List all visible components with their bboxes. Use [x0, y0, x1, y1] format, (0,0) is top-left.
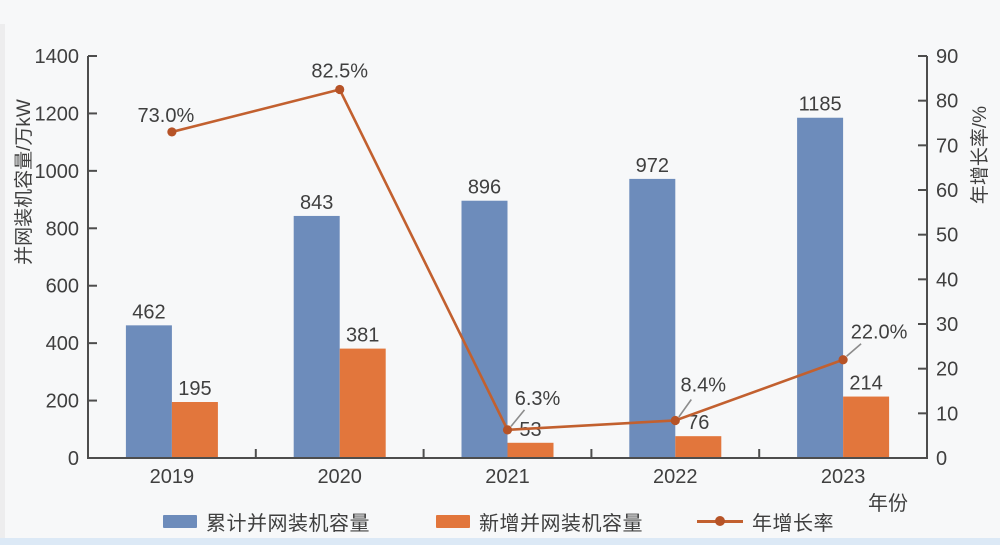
- bar-value-label: 381: [346, 325, 379, 347]
- bar-cumulative-2021: [461, 200, 508, 458]
- legend-item-growth: 年增长率: [697, 507, 834, 536]
- x-tick-label-2023: 2023: [821, 466, 866, 488]
- growth-point-2019: [167, 127, 177, 137]
- percent-label: 8.4%: [681, 374, 727, 396]
- new-capacity-swatch-icon: [436, 514, 470, 528]
- right-tick-label: 90: [936, 46, 958, 68]
- right-tick-label: 40: [936, 269, 958, 291]
- bar-value-label: 896: [468, 177, 501, 199]
- left-axis-title: 并网装机容量/万kW: [13, 99, 35, 265]
- bar-value-label: 1185: [799, 94, 842, 116]
- percent-leader-line: [678, 399, 692, 418]
- left-tick-label: 1200: [35, 103, 80, 125]
- bar-value-label: 462: [132, 301, 165, 323]
- bar-new-2022: [675, 436, 722, 458]
- legend-item-new: 新增并网装机容量: [436, 507, 643, 536]
- right-tick-label: 70: [936, 135, 958, 157]
- bar-cumulative-2019: [125, 325, 172, 458]
- bar-value-label: 195: [178, 378, 211, 400]
- percent-label: 82.5%: [311, 61, 368, 83]
- legend-label-cumulative: 累计并网装机容量: [206, 512, 370, 535]
- growth-point-2020: [335, 84, 345, 95]
- page-left-edge: [0, 24, 5, 545]
- left-tick-label: 600: [46, 276, 79, 298]
- left-tick-label: 1000: [35, 161, 80, 183]
- bar-cumulative-2022: [629, 178, 676, 458]
- x-axis-title: 年份: [868, 492, 908, 515]
- cumulative-swatch-icon: [163, 514, 197, 528]
- percent-leader-line: [846, 343, 862, 357]
- percent-leader-line: [510, 409, 526, 427]
- right-tick-label: 50: [936, 225, 958, 247]
- right-tick-label: 10: [936, 403, 958, 425]
- left-tick-label: 800: [46, 218, 79, 240]
- growth-point-2021: [502, 425, 513, 435]
- right-tick-label: 60: [936, 180, 958, 202]
- bar-value-label: 76: [687, 412, 709, 434]
- left-tick-label: 0: [68, 448, 79, 470]
- x-tick-label-2021: 2021: [485, 466, 530, 488]
- bar-new-2020: [339, 348, 386, 458]
- percent-label: 6.3%: [515, 388, 561, 410]
- bar-value-label: 972: [636, 155, 669, 177]
- bar-new-2021: [507, 442, 554, 458]
- legend-label-new: 新增并网装机容量: [479, 512, 643, 535]
- left-tick-label: 1400: [35, 46, 80, 68]
- bar-cumulative-2023: [797, 117, 844, 458]
- right-tick-label: 0: [936, 448, 947, 470]
- right-tick-label: 30: [936, 314, 958, 336]
- x-tick-label-2020: 2020: [317, 466, 362, 488]
- legend-item-cumulative: 累计并网装机容量: [163, 507, 370, 536]
- chart-legend: 累计并网装机容量 新增并网装机容量 年增长率: [163, 507, 834, 536]
- bar-value-label: 214: [849, 373, 882, 395]
- bar-new-2019: [171, 402, 218, 458]
- growth-line-swatch-icon: [697, 515, 743, 528]
- left-tick-label: 200: [46, 391, 79, 413]
- right-tick-label: 20: [936, 359, 958, 381]
- percent-label: 73.0%: [138, 105, 195, 127]
- bar-value-label: 843: [300, 192, 333, 214]
- bar-new-2023: [843, 396, 890, 458]
- x-tick-label-2022: 2022: [653, 466, 698, 488]
- bottom-strip: [0, 538, 1000, 545]
- left-tick-label: 400: [46, 333, 79, 355]
- legend-label-growth: 年增长率: [752, 512, 834, 535]
- right-axis-title: 年增长率/%: [969, 106, 991, 204]
- right-tick-label: 80: [936, 91, 958, 113]
- bar-cumulative-2020: [293, 215, 340, 458]
- x-tick-label-2019: 2019: [150, 466, 195, 488]
- growth-point-2023: [838, 355, 848, 365]
- percent-label: 22.0%: [851, 322, 908, 344]
- growth-point-2022: [670, 415, 680, 426]
